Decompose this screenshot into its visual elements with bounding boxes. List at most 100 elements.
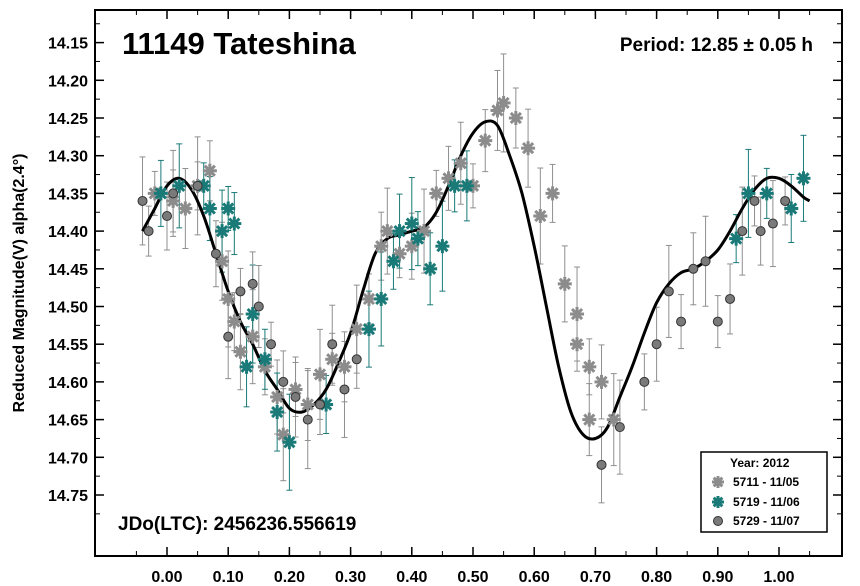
point-5719 bbox=[374, 291, 389, 306]
point-5729 bbox=[712, 316, 723, 327]
y-tick-label: 14.70 bbox=[48, 450, 88, 467]
legend-asterisk-5711 bbox=[712, 476, 724, 488]
point-5711 bbox=[570, 307, 585, 322]
point-5711 bbox=[557, 276, 572, 291]
point-5729 bbox=[755, 226, 766, 237]
point-5711 bbox=[441, 171, 456, 186]
point-5711 bbox=[349, 322, 364, 337]
x-tick-label: 0.70 bbox=[580, 569, 611, 586]
point-5719 bbox=[796, 171, 811, 186]
point-5719 bbox=[227, 216, 242, 231]
point-5719 bbox=[435, 239, 450, 254]
x-tick-label: 0.10 bbox=[213, 569, 244, 586]
point-5729 bbox=[639, 376, 650, 387]
point-5729 bbox=[266, 339, 277, 350]
point-5711 bbox=[221, 291, 236, 306]
point-5711 bbox=[374, 239, 389, 254]
y-tick-label: 14.30 bbox=[48, 149, 88, 166]
point-5711 bbox=[453, 156, 468, 171]
y-tick-label: 14.15 bbox=[48, 36, 88, 53]
point-5711 bbox=[429, 186, 444, 201]
point-5711 bbox=[606, 412, 621, 427]
point-5711 bbox=[300, 397, 315, 412]
point-5719 bbox=[392, 224, 407, 239]
y-tick-label: 14.75 bbox=[48, 488, 88, 505]
y-tick-label: 14.35 bbox=[48, 186, 88, 203]
point-5729 bbox=[253, 301, 264, 312]
point-5729 bbox=[596, 459, 607, 470]
point-5719 bbox=[172, 178, 187, 193]
point-5711 bbox=[233, 344, 248, 359]
point-5729 bbox=[192, 180, 203, 191]
point-5729 bbox=[688, 263, 699, 274]
data-points bbox=[137, 95, 811, 470]
y-tick-label: 14.65 bbox=[48, 413, 88, 430]
point-5711 bbox=[508, 111, 523, 125]
point-5711 bbox=[313, 367, 327, 382]
point-5729 bbox=[327, 339, 338, 350]
point-5729 bbox=[663, 286, 674, 297]
point-5711 bbox=[215, 254, 230, 269]
point-5729 bbox=[137, 195, 148, 206]
point-5711 bbox=[545, 186, 560, 201]
point-5711 bbox=[594, 374, 609, 389]
point-5711 bbox=[570, 337, 585, 352]
point-5711 bbox=[227, 314, 242, 329]
y-tick-label: 14.25 bbox=[48, 111, 88, 128]
point-5729 bbox=[351, 354, 362, 365]
point-5711 bbox=[582, 359, 597, 374]
point-5711 bbox=[582, 412, 597, 427]
point-5719 bbox=[759, 186, 774, 201]
point-5729 bbox=[676, 316, 687, 327]
point-5729 bbox=[767, 218, 778, 229]
point-5719 bbox=[404, 216, 419, 231]
point-5729 bbox=[278, 376, 289, 387]
point-5729 bbox=[290, 391, 301, 402]
x-tick-label: 0.60 bbox=[519, 569, 550, 586]
point-5719 bbox=[361, 322, 376, 337]
legend-entry-5719: 5719 - 11/06 bbox=[733, 495, 800, 509]
y-axis-label: Reduced Magnitude(V) alpha(2.4°) bbox=[11, 154, 28, 413]
point-5711 bbox=[202, 163, 217, 178]
point-5729 bbox=[780, 195, 791, 206]
x-tick-label: 0.20 bbox=[274, 569, 305, 586]
chart-title: 11149 Tateshina bbox=[122, 26, 357, 61]
point-5719 bbox=[153, 186, 168, 201]
point-5729 bbox=[749, 195, 760, 206]
legend-marker-5711 bbox=[712, 476, 724, 488]
jd-label: JDo(LTC): 2456236.556619 bbox=[118, 514, 356, 535]
legend-entry-5729: 5729 - 11/07 bbox=[733, 514, 800, 528]
point-5719 bbox=[410, 231, 425, 246]
point-5729 bbox=[651, 339, 662, 350]
legend-entry-5711: 5711 - 11/05 bbox=[733, 475, 799, 489]
point-5729 bbox=[339, 384, 350, 395]
point-5719 bbox=[257, 352, 272, 367]
y-tick-labels: 14.15 14.20 14.25 14.30 14.35 14.40 14.45 14.50… bbox=[48, 36, 88, 505]
period-label: Period: 12.85 ± 0.05 h bbox=[620, 35, 813, 56]
x-tick-label: 0.40 bbox=[396, 569, 427, 586]
x-tick-label: 0.50 bbox=[457, 569, 488, 586]
x-tick-labels: 0.00 0.10 0.20 0.30 0.40 0.50 0.60 0.70 0.80 0.90… bbox=[151, 569, 794, 586]
point-5729 bbox=[247, 278, 258, 289]
point-5719 bbox=[282, 435, 297, 450]
point-5711 bbox=[325, 352, 340, 367]
tick-marks bbox=[95, 10, 842, 556]
point-5711 bbox=[478, 133, 493, 148]
point-5719 bbox=[423, 261, 438, 276]
point-5729 bbox=[614, 422, 625, 433]
legend: Year: 2012 5711 - 11/05 5719 - 11/06 572… bbox=[700, 451, 828, 533]
point-5719 bbox=[386, 254, 401, 269]
point-5719 bbox=[245, 307, 260, 322]
legend-asterisk-5719 bbox=[712, 496, 724, 508]
point-5729 bbox=[168, 188, 179, 199]
y-tick-label: 14.50 bbox=[48, 300, 88, 317]
y-tick-label: 14.20 bbox=[48, 73, 88, 90]
point-5719 bbox=[202, 201, 217, 216]
y-tick-label: 14.45 bbox=[48, 262, 88, 279]
point-5719 bbox=[784, 201, 799, 216]
y-tick-label: 14.55 bbox=[48, 337, 88, 354]
point-5711 bbox=[380, 224, 395, 239]
legend-marker-5729 bbox=[713, 516, 723, 526]
y-tick-label: 14.40 bbox=[48, 224, 88, 241]
